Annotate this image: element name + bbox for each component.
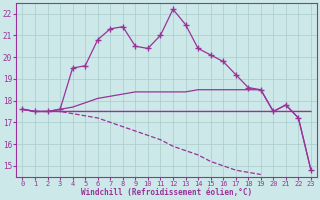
X-axis label: Windchill (Refroidissement éolien,°C): Windchill (Refroidissement éolien,°C) [81, 188, 252, 197]
